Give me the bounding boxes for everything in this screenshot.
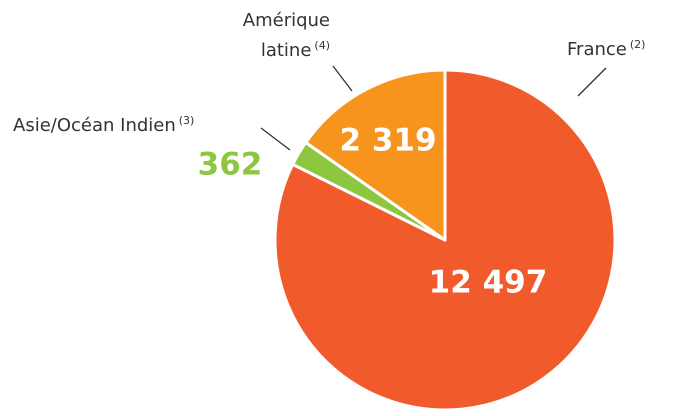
category-name: Amérique latine (242, 10, 330, 61)
leader-line (577, 67, 607, 97)
pie-slice (304, 68, 447, 242)
footnote: (3) (178, 114, 195, 127)
category-name: Asie/Océan Indien (13, 115, 176, 136)
category-name: France (567, 39, 627, 60)
footnote: (4) (314, 39, 330, 52)
slice-label: Amérique latine (4) (190, 8, 330, 63)
value-label: 362 (198, 147, 263, 183)
leader-line (260, 127, 291, 151)
value-label: 2 319 (339, 123, 436, 159)
footnote: (2) (629, 38, 646, 51)
leader-line (332, 65, 353, 92)
slice-label: France (2) (567, 32, 645, 62)
value-label: 12 497 (429, 265, 548, 301)
slice-label: Asie/Océan Indien (3) (13, 108, 194, 138)
